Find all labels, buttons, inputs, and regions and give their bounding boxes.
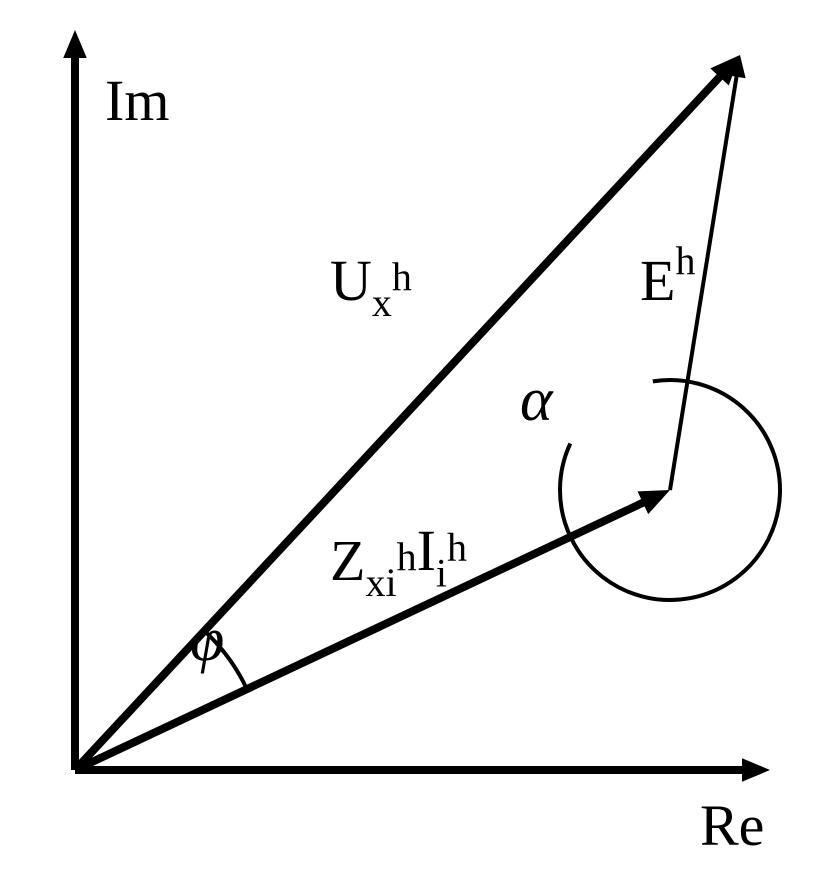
vector-e-label: Eh bbox=[640, 238, 695, 313]
re-axis-label: Re bbox=[700, 793, 764, 858]
angle-alpha-label: α bbox=[520, 366, 554, 434]
vector-u-label: Uxh bbox=[330, 248, 412, 325]
im-axis-arrowhead bbox=[63, 30, 87, 58]
im-axis-label: Im bbox=[105, 68, 169, 133]
re-axis-arrowhead bbox=[742, 758, 770, 782]
vector-u-shaft bbox=[75, 68, 728, 770]
angle-phi-label: φ bbox=[190, 606, 224, 674]
vector-zi-label: ZxihIih bbox=[330, 518, 467, 605]
